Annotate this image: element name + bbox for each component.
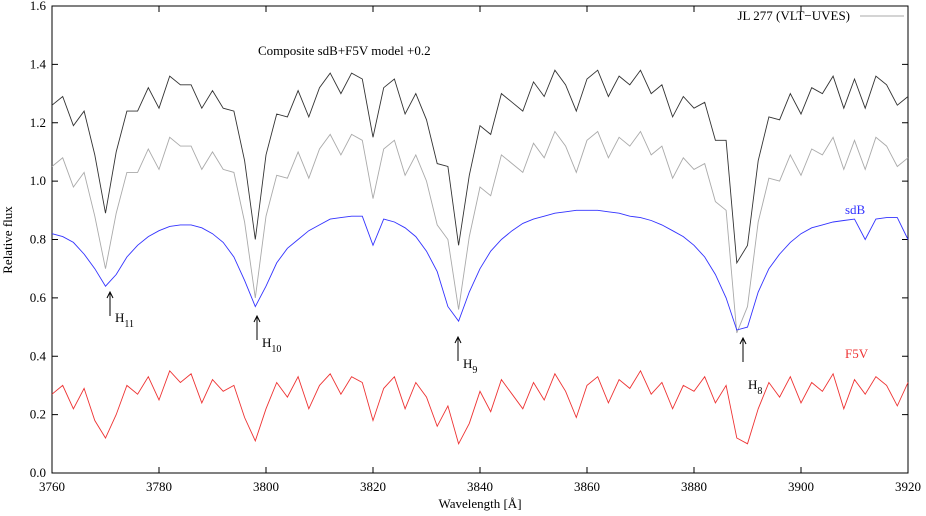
- line-label: H9: [463, 356, 477, 376]
- plot-frame: [51, 5, 909, 474]
- line-label-main: H: [115, 310, 124, 325]
- y-tick-label: 0.8: [30, 232, 46, 247]
- x-tick-label: 3900: [788, 479, 814, 494]
- annotation: sdB: [845, 202, 866, 217]
- line-label-sub: 10: [271, 344, 281, 355]
- annotation: Composite sdB+F5V model +0.2: [258, 43, 431, 58]
- spectrum-line: [51, 209, 909, 331]
- spectrum-line: [51, 130, 909, 334]
- arrow-head: [739, 336, 747, 345]
- line-label-sub: 11: [124, 319, 134, 330]
- line-label-main: H: [463, 356, 472, 371]
- y-tick-label: 0.2: [30, 407, 46, 422]
- annotation: F5V: [845, 346, 869, 361]
- y-tick-label: 0.4: [30, 348, 47, 363]
- y-tick-label: 0.6: [30, 290, 47, 305]
- spectrum-line: [51, 69, 909, 265]
- x-tick-label: 3780: [146, 479, 172, 494]
- x-tick-label: 3760: [39, 479, 65, 494]
- y-tick-label: 1.0: [30, 173, 46, 188]
- line-label-main: H: [748, 377, 757, 392]
- line-label: H8: [748, 377, 762, 397]
- legend-label: JL 277 (VLT−UVES): [737, 8, 850, 23]
- y-tick-label: 1.6: [30, 0, 47, 13]
- x-tick-label: 3860: [574, 479, 600, 494]
- x-tick-label: 3820: [360, 479, 386, 494]
- line-label: H10: [262, 335, 281, 355]
- x-tick-label: 3880: [681, 479, 707, 494]
- x-tick-label: 3840: [467, 479, 493, 494]
- y-tick-label: 1.2: [30, 115, 46, 130]
- line-label: H11: [115, 310, 134, 330]
- line-label-sub: 9: [472, 365, 477, 376]
- arrow-head: [253, 314, 261, 323]
- x-axis-label: Wavelength [Å]: [438, 496, 521, 511]
- spectrum-line: [51, 369, 909, 446]
- arrow-head: [106, 290, 114, 299]
- y-tick-label: 0.0: [30, 465, 46, 480]
- x-tick-label: 3920: [895, 479, 921, 494]
- y-axis-label: Relative flux: [0, 206, 15, 274]
- line-label-main: H: [262, 335, 271, 350]
- x-tick-label: 3800: [253, 479, 279, 494]
- y-tick-label: 1.4: [30, 56, 47, 71]
- line-label-sub: 8: [757, 386, 762, 397]
- arrow-head: [454, 335, 462, 344]
